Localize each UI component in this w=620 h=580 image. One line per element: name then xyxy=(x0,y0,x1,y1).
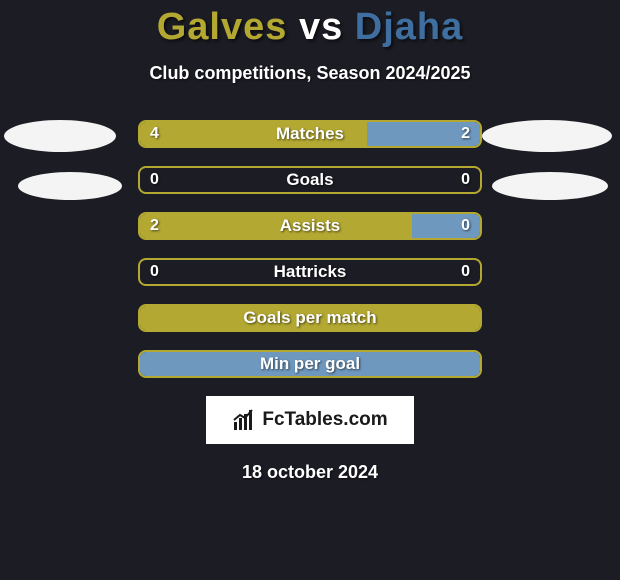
bar-label: Goals xyxy=(140,168,480,192)
chart-area: 42Matches 00Goals 20Assists 00Hattricks Goal… xyxy=(0,120,620,378)
player-left-ellipse-1 xyxy=(4,120,116,152)
title-right: Djaha xyxy=(355,6,463,48)
bar-row: Goals per match xyxy=(138,304,482,332)
chart-icon xyxy=(232,408,256,432)
bar-label: Matches xyxy=(140,122,480,146)
subtitle: Club competitions, Season 2024/2025 xyxy=(0,63,620,84)
bar-row: 00Goals xyxy=(138,166,482,194)
player-right-ellipse-1 xyxy=(482,120,612,152)
bar-label: Hattricks xyxy=(140,260,480,284)
date-label: 18 october 2024 xyxy=(0,462,620,483)
watermark: FcTables.com xyxy=(206,396,414,444)
comparison-bars: 42Matches 00Goals 20Assists 00Hattricks Goal… xyxy=(138,120,482,378)
player-left-ellipse-2 xyxy=(18,172,122,200)
bar-row: 42Matches xyxy=(138,120,482,148)
player-right-ellipse-2 xyxy=(492,172,608,200)
bar-row: 20Assists xyxy=(138,212,482,240)
title-vs: vs xyxy=(299,6,343,48)
title-left: Galves xyxy=(157,6,288,48)
bar-label: Assists xyxy=(140,214,480,238)
bar-row: 00Hattricks xyxy=(138,258,482,286)
page-title: Galves vs Djaha xyxy=(0,0,620,49)
bar-row: Min per goal xyxy=(138,350,482,378)
content: Galves vs Djaha Club competitions, Seaso… xyxy=(0,0,620,580)
bar-label: Min per goal xyxy=(140,352,480,376)
watermark-text: FcTables.com xyxy=(262,409,387,431)
bar-label: Goals per match xyxy=(140,306,480,330)
